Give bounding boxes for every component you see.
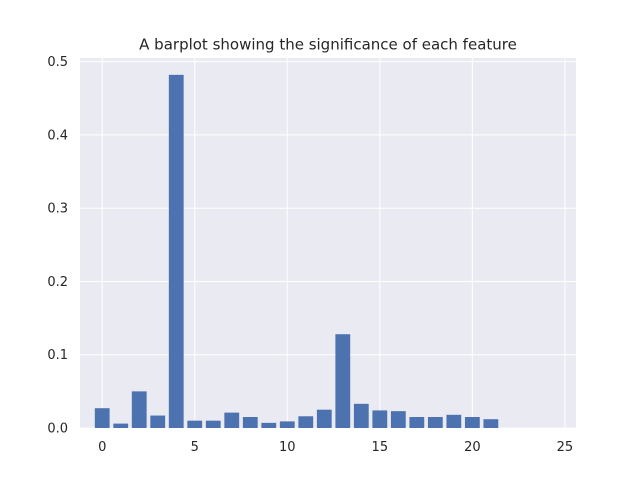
y-tick-label-2: 0.2: [47, 275, 68, 290]
bar-17: [409, 417, 425, 428]
y-tick-label-5: 0.5: [47, 55, 68, 70]
bar-14: [353, 403, 369, 428]
bar-21: [483, 419, 499, 428]
x-tick-label-1: 5: [191, 440, 199, 455]
bar-6: [205, 420, 221, 428]
x-tick-label-2: 10: [279, 440, 296, 455]
chart-title: A barplot showing the significance of ea…: [139, 36, 517, 54]
bar-18: [427, 417, 443, 428]
bar-11: [298, 416, 314, 428]
bars: [94, 74, 499, 428]
bar-5: [187, 420, 203, 428]
bar-8: [242, 417, 258, 428]
y-axis-tick-labels: 0.0 0.1 0.2 0.3 0.4 0.5: [47, 55, 68, 436]
y-tick-label-4: 0.4: [47, 128, 68, 143]
plot-area: [80, 58, 576, 428]
y-tick-label-3: 0.3: [47, 202, 68, 217]
x-tick-label-4: 20: [464, 440, 481, 455]
bar-19: [446, 414, 462, 428]
bar-0: [94, 408, 110, 428]
bar-3: [150, 415, 166, 428]
bar-20: [464, 417, 480, 428]
bar-16: [390, 411, 406, 428]
bar-10: [279, 421, 295, 428]
x-tick-label-5: 25: [557, 440, 574, 455]
x-axis-tick-labels: 0 5 10 15 20 25: [98, 440, 573, 455]
x-tick-label-3: 15: [372, 440, 389, 455]
bar-1: [113, 423, 129, 428]
bar-7: [224, 412, 240, 428]
bar-4: [168, 74, 184, 428]
bar-2: [131, 391, 147, 428]
y-tick-label-1: 0.1: [47, 348, 68, 363]
bar-15: [372, 410, 388, 428]
y-tick-label-0: 0.0: [47, 422, 68, 437]
bar-9: [261, 422, 277, 428]
bar-12: [316, 409, 332, 428]
bar-13: [335, 334, 351, 428]
x-tick-label-0: 0: [98, 440, 106, 455]
